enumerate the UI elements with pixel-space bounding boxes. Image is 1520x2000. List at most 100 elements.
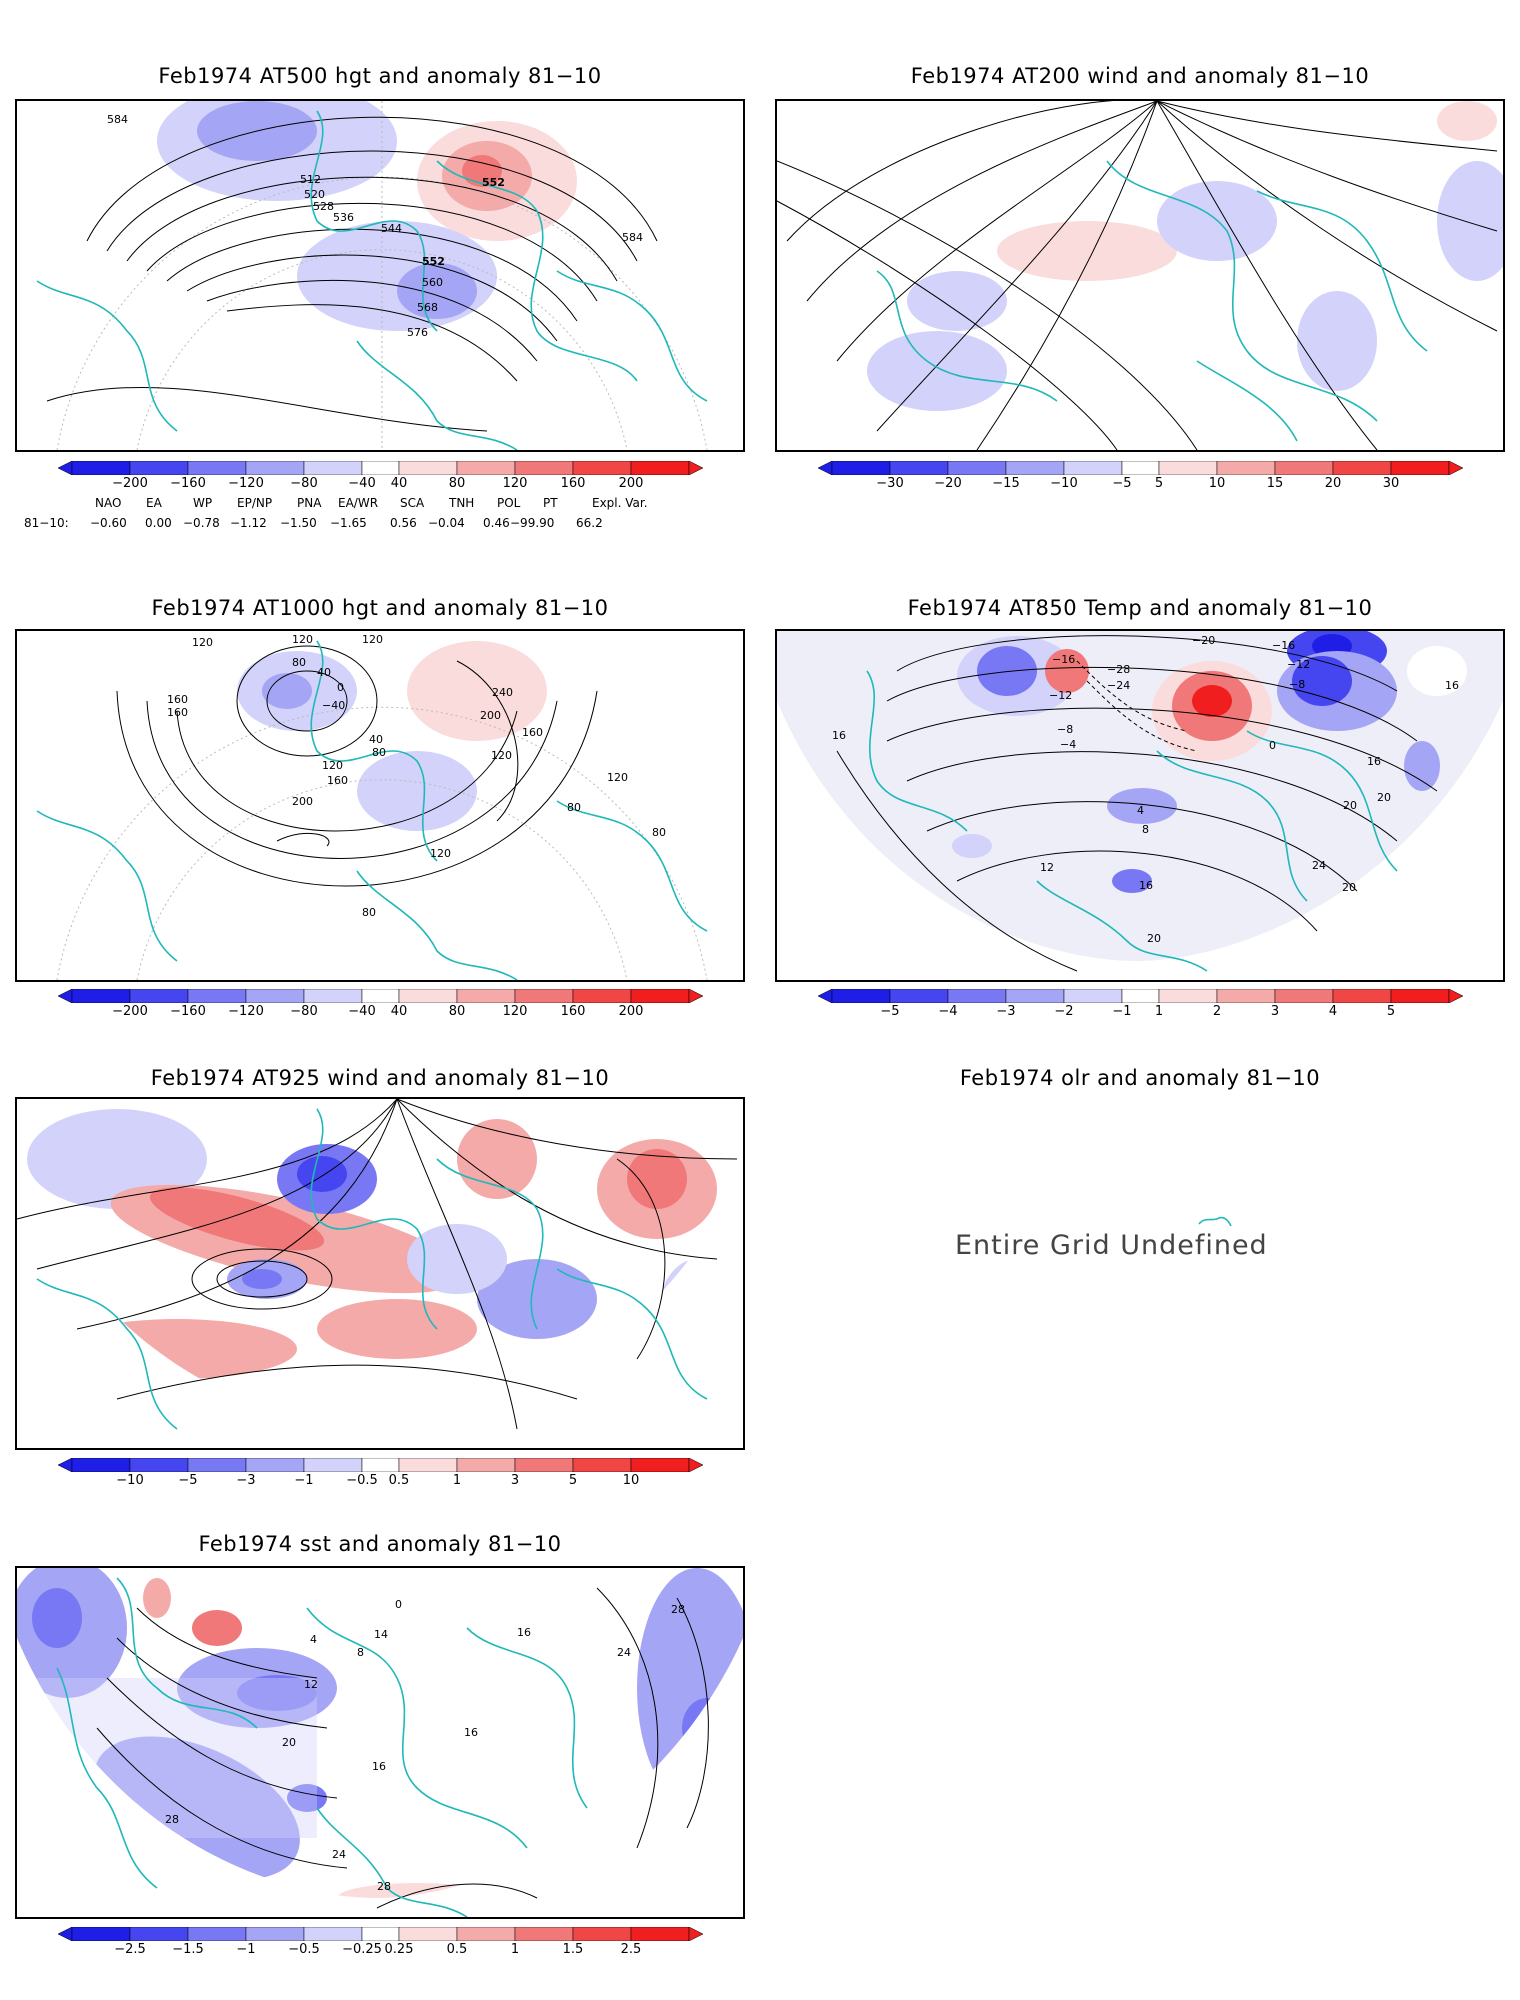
colorbar-tick: −2.5: [114, 1942, 146, 1957]
u925-colorbar: [58, 1458, 703, 1472]
colorbar-tick: 120: [502, 476, 528, 491]
index-value: −1.50: [280, 516, 317, 530]
contour-label: 24: [1312, 859, 1326, 872]
contour-label: 120: [362, 633, 383, 646]
contour-label: 20: [1377, 791, 1391, 804]
colorbar-tick: 0.5: [388, 1473, 410, 1488]
contour-label: 80: [567, 801, 581, 814]
colorbar-tick: 160: [560, 476, 586, 491]
colorbar-tick: −20: [934, 476, 962, 491]
contour-label: 20: [282, 1736, 296, 1749]
panel-olr-title: Feb1974 olr and anomaly 81−10: [959, 1066, 1321, 1090]
contour-label: 160: [167, 693, 188, 706]
sst-map-svg: 0 4 8 12 14 16 20 16 16 24 28 24 28 28: [17, 1568, 743, 1917]
contour-label: 16: [517, 1626, 531, 1639]
index-name: NAO: [95, 496, 122, 510]
index-value: 0.00: [145, 516, 172, 530]
index-value: 66.2: [576, 516, 603, 530]
contour-label: 24: [332, 1848, 346, 1861]
index-name: TNH: [449, 496, 475, 510]
contour-label: 20: [1342, 881, 1356, 894]
contour-label: 40: [317, 666, 331, 679]
colorbar-tick: 1.5: [562, 1942, 584, 1957]
contour-label: 80: [372, 746, 386, 759]
colorbar-tick: 1: [452, 1473, 462, 1488]
colorbar-tick: 0.25: [384, 1942, 414, 1957]
colorbar-tick: −120: [228, 1004, 264, 1019]
u925-colorbar-ticks: −10 −5 −3 −1 −0.5 0.5 1 3 5 10: [58, 1473, 703, 1489]
olr-island-fragment: [1198, 1216, 1232, 1227]
contour-label: 14: [374, 1628, 388, 1641]
contour-label: 80: [652, 826, 666, 839]
teleconnection-index-names: NAO EA WP EP/NP PNA EA/WR SCA TNH POL PT…: [0, 496, 760, 512]
colorbar-tick: −1: [294, 1473, 314, 1488]
colorbar-tick: 2.5: [620, 1942, 642, 1957]
contour-label: 0: [337, 681, 344, 694]
contour-label: 120: [491, 749, 512, 762]
colorbar-tick: −2: [1054, 1004, 1074, 1019]
contour-label: −16: [1272, 639, 1295, 652]
sst-contour-labels: 0 4 8 12 14 16 20 16 16 24 28 24 28 28: [165, 1598, 685, 1893]
contour-label: −12: [1049, 689, 1072, 702]
contour-label: 512: [300, 173, 321, 186]
z1000-coastlines: [36, 640, 708, 980]
contour-label: 120: [322, 759, 343, 772]
colorbar-tick: 120: [502, 1004, 528, 1019]
t850-contour-labels: −20 −16 −12 −28 −24 −8 −16 −12 −8 −4 0 1…: [832, 634, 1459, 945]
panel-z1000-map: 120 120 120 160 160 80 40 0 −40 40 80 12…: [15, 629, 745, 982]
contour-label: 520: [304, 188, 325, 201]
colorbar-tick: 5: [568, 1473, 578, 1488]
z1000-colorbar-ticks: −200 −160 −120 −80 −40 40 80 120 160 200: [58, 1004, 703, 1020]
index-row-label: 81−10:: [24, 516, 69, 530]
z1000-contour-labels: 120 120 120 160 160 80 40 0 −40 40 80 12…: [167, 633, 666, 919]
panel-u925-map: [15, 1097, 745, 1450]
panel-t850-title: Feb1974 AT850 Temp and anomaly 81−10: [907, 596, 1373, 620]
colorbar-tick: −160: [170, 1004, 206, 1019]
index-name: PNA: [297, 496, 322, 510]
colorbar-tick: 5: [1386, 1004, 1396, 1019]
z500-contour-labels: 584 512 520 528 536 544 552 560 568 576 …: [107, 113, 643, 339]
sst-colorbar-ticks: −2.5 −1.5 −1 −0.5 −0.25 0.25 0.5 1 1.5 2…: [58, 1942, 703, 1958]
contour-label: 568: [417, 301, 438, 314]
contour-label: 24: [617, 1646, 631, 1659]
z500-map-svg: 584 512 520 528 536 544 552 560 568 576 …: [36, 101, 708, 450]
colorbar-tick: 15: [1266, 476, 1284, 491]
t850-coastlines: [866, 670, 1398, 972]
colorbar-tick: 2: [1212, 1004, 1222, 1019]
t850-colorbar: [818, 989, 1463, 1003]
colorbar-tick: −3: [996, 1004, 1016, 1019]
index-value: 0.56: [390, 516, 417, 530]
contour-label: −8: [1057, 723, 1073, 736]
contour-label: −16: [1052, 653, 1075, 666]
contour-label: 16: [832, 729, 846, 742]
colorbar-tick: −10: [116, 1473, 144, 1488]
sst-coastlines: [56, 1577, 588, 1917]
index-name: SCA: [400, 496, 425, 510]
colorbar-tick: −5: [880, 1004, 900, 1019]
contour-label: 120: [292, 633, 313, 646]
panel-t850-map: −20 −16 −12 −28 −24 −8 −16 −12 −8 −4 0 1…: [775, 629, 1505, 982]
colorbar-tick: −160: [170, 476, 206, 491]
contour-label: −40: [322, 699, 345, 712]
colorbar-tick: −0.5: [346, 1473, 378, 1488]
contour-label: 20: [1343, 799, 1357, 812]
z1000-graticule: [56, 706, 708, 980]
u200-colorbar: [818, 461, 1463, 475]
colorbar-tick: 80: [448, 1004, 466, 1019]
colorbar-tick: −10: [1050, 476, 1078, 491]
u925-coastlines: [36, 1108, 708, 1430]
colorbar-tick: 5: [1154, 476, 1164, 491]
z1000-anomaly-shading: [237, 641, 547, 831]
colorbar-tick: −4: [938, 1004, 958, 1019]
teleconnection-index-values: 81−10: −0.60 0.00 −0.78 −1.12 −1.50 −1.6…: [0, 516, 760, 532]
u200-colorbar-ticks: −30 −20 −15 −10 −5 5 10 15 20 30: [818, 476, 1463, 492]
contour-label: 0: [395, 1598, 402, 1611]
index-name: EA: [146, 496, 162, 510]
colorbar-tick: −15: [992, 476, 1020, 491]
contour-label: 16: [1445, 679, 1459, 692]
contour-label: 552: [422, 255, 445, 268]
z500-anomaly-shading: [157, 101, 577, 331]
contour-label: 4: [310, 1633, 317, 1646]
colorbar-tick: −1: [236, 1942, 256, 1957]
index-value: 0.46: [483, 516, 510, 530]
